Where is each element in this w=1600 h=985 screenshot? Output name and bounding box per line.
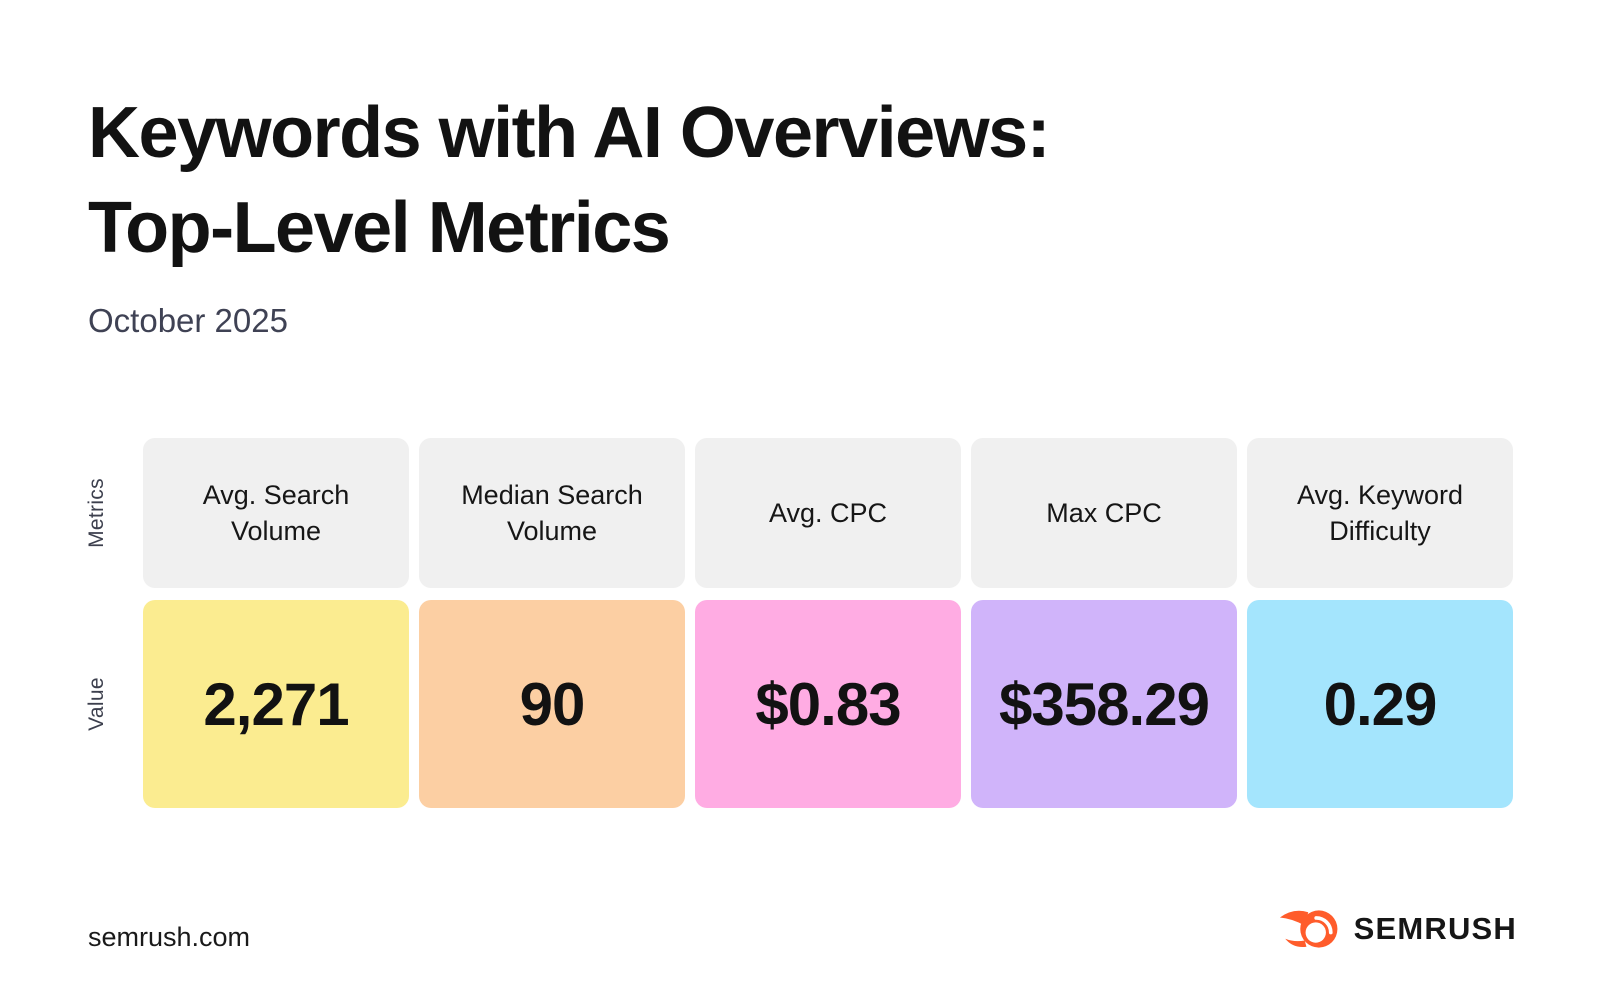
page-subtitle: October 2025: [88, 302, 288, 339]
page-title: Keywords with AI Overviews: Top-Level Met…: [88, 86, 1051, 276]
metric-value-avg-keyword-difficulty: 0.29: [1247, 600, 1513, 808]
metric-value-max-cpc: $358.29: [971, 600, 1237, 808]
metric-header-avg-search-volume: Avg. Search Volume: [143, 438, 409, 588]
semrush-flame-icon: [1279, 910, 1338, 948]
metrics-value-row: 2,271 90 $0.83 $358.29 0.29: [143, 600, 1513, 808]
metric-value-avg-cpc: $0.83: [695, 600, 961, 808]
page-title-line1: Keywords with AI Overviews:: [88, 93, 1051, 173]
semrush-wordmark: SEMRUSH: [1353, 911, 1517, 946]
page-title-line2: Top-Level Metrics: [88, 188, 671, 269]
metric-header-max-cpc: Max CPC: [971, 438, 1237, 588]
metric-header-avg-keyword-difficulty: Avg. Keyword Difficulty: [1247, 438, 1513, 588]
metrics-table: Avg. Search Volume Median Search Volume …: [143, 438, 1513, 808]
metric-value-avg-search-volume: 2,271: [143, 600, 409, 808]
row-label-metrics: Metrics: [85, 478, 108, 548]
metric-header-median-search-volume: Median Search Volume: [419, 438, 685, 588]
row-label-value: Value: [85, 677, 108, 731]
metric-value-median-search-volume: 90: [419, 600, 685, 808]
metrics-header-row: Avg. Search Volume Median Search Volume …: [143, 438, 1513, 588]
footer-site-url: semrush.com: [88, 922, 251, 952]
semrush-logo: SEMRUSH: [1279, 903, 1517, 955]
metric-header-avg-cpc: Avg. CPC: [695, 438, 961, 588]
